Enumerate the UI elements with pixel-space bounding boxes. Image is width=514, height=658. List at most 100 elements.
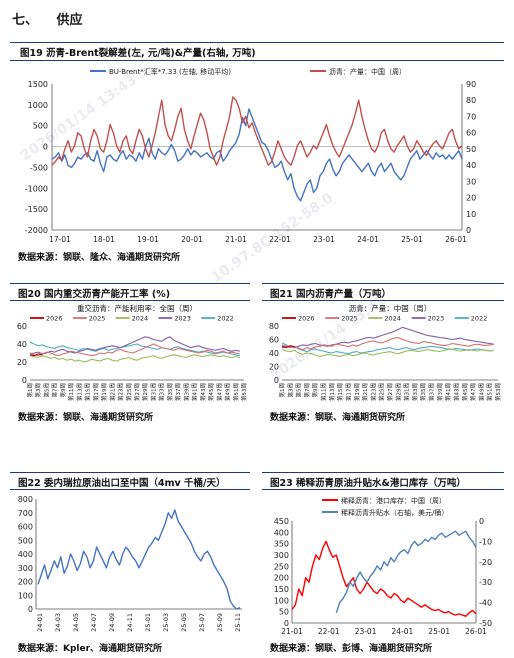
- y-tick-label: 20: [269, 363, 279, 372]
- y-tick-label: 200: [18, 578, 33, 587]
- y-tick-label-right: 80: [466, 96, 476, 105]
- x-tick-label: 第5周: [295, 383, 303, 398]
- x-tick-label: 第9周: [59, 383, 67, 398]
- figure-divider: [10, 300, 250, 301]
- x-tick-label: 24-05: [72, 613, 80, 632]
- x-tick-label: 18-01: [93, 235, 115, 244]
- x-tick-label: 24-03: [54, 613, 62, 632]
- x-tick-label: 第15周: [336, 383, 344, 401]
- y-tick-label: 20: [17, 358, 27, 367]
- y-tick-label-right: 50: [466, 145, 476, 154]
- x-tick-label: 19-01: [137, 235, 159, 244]
- x-tick-label: 第25周: [125, 383, 133, 401]
- x-tick-label: 21-01: [281, 627, 303, 636]
- figure-22-source: 数据来源：Kpler、海通期货研究所: [18, 644, 163, 654]
- y-tick-label: 800: [18, 495, 33, 504]
- x-tick-label: 第33周: [158, 383, 166, 401]
- figure-21-source: 数据来源：钢联、海通期货研究所: [270, 413, 406, 423]
- y-tick-label-right: 60: [466, 129, 476, 138]
- figure-divider: [10, 472, 250, 473]
- section-title: 七、 供应: [12, 9, 83, 28]
- x-tick-label: 25-01: [144, 613, 152, 632]
- x-tick-label: 第37周: [428, 383, 436, 401]
- series-line: [29, 353, 43, 357]
- figure-19-title: 图19 沥青-Brent裂解差(左, 元/吨)&产量(右轴, 万吨): [20, 48, 256, 59]
- legend-entry: 2023: [428, 315, 445, 323]
- y-tick-label: 50: [279, 608, 289, 617]
- legend-entry: 2023: [174, 315, 191, 323]
- x-tick-label: 25-01: [428, 627, 450, 636]
- y-tick-label: 300: [18, 564, 33, 573]
- figure-20-source: 数据来源：钢联、海通期货研究所: [18, 413, 154, 423]
- series-line: [335, 530, 477, 614]
- series-line: [29, 336, 241, 355]
- y-tick-label: 1500: [28, 80, 48, 89]
- x-tick-label: 第25周: [378, 383, 386, 401]
- legend-entry: 2025: [341, 315, 358, 323]
- y-tick-label-right: 10: [466, 210, 476, 219]
- x-tick-label: 第21周: [108, 383, 116, 401]
- x-tick-label: 24-07: [90, 613, 98, 632]
- y-tick-label-right: 0: [466, 226, 471, 235]
- x-tick-label: 第13周: [75, 383, 83, 401]
- x-tick-label: 第17周: [92, 383, 100, 401]
- x-tick-label: 第15周: [84, 383, 92, 401]
- x-tick-label: 第39周: [436, 383, 444, 401]
- legend-entry: BU-Brent*汇率*7.33 (左轴, 移动平均): [109, 67, 231, 76]
- section-number: 七、: [12, 13, 39, 28]
- series-line: [29, 343, 241, 357]
- y-tick-label-right: 40: [466, 161, 476, 170]
- y-tick-label: 40: [17, 340, 27, 349]
- legend-entry: 2026: [298, 315, 315, 323]
- y-tick-label-right: -40: [479, 599, 492, 608]
- x-tick-label: 第29周: [141, 383, 149, 401]
- x-tick-label: 第43周: [453, 383, 461, 401]
- x-tick-label: 第23周: [369, 383, 377, 401]
- figure-19-source: 数据来源：钢联、隆众、海通期货研究所: [18, 253, 181, 263]
- x-tick-label: 第17周: [345, 383, 353, 401]
- y-tick-label-right: 30: [466, 177, 476, 186]
- x-tick-label: 第41周: [191, 383, 199, 401]
- x-tick-label: 第23周: [117, 383, 125, 401]
- x-tick-label: 第49周: [224, 383, 232, 401]
- figure-21-chart: 沥青：产量：中国（周）806040200第1周 第3周 第5周 第7周 第9周 第11周第…: [269, 303, 502, 401]
- x-tick-label: 24-09: [108, 613, 116, 632]
- x-tick-label: 第31周: [150, 383, 158, 401]
- y-tick-label: 40: [269, 349, 279, 358]
- legend-entry: 2025: [89, 315, 106, 323]
- y-tick-label: -500: [30, 163, 48, 172]
- y-tick-label: -1000: [25, 184, 48, 193]
- x-tick-label: 第45周: [207, 383, 215, 401]
- legend-entry: 沥青：产量：中国（周）: [329, 67, 406, 76]
- y-tick-label: 100: [18, 591, 33, 600]
- x-tick-label: 第13周: [328, 383, 336, 401]
- x-tick-label: 第19周: [100, 383, 108, 401]
- y-tick-label: 150: [274, 585, 289, 594]
- y-tick-label: 0: [28, 605, 33, 614]
- series-line: [291, 540, 477, 617]
- x-tick-label: 22-01: [318, 627, 340, 636]
- y-tick-label: 500: [18, 536, 33, 545]
- y-tick-label: 500: [33, 122, 48, 131]
- chart-title: 重交沥青：产能利用率：全国（周）: [77, 303, 197, 313]
- chart-title: 沥青：产量：中国（周）: [349, 303, 432, 313]
- x-tick-label: 25-09: [216, 613, 224, 632]
- x-tick-label: 26-01: [445, 235, 467, 244]
- figure-divider: [262, 489, 504, 490]
- x-tick-label: 第47周: [215, 383, 223, 401]
- y-tick-label: 300: [274, 551, 289, 560]
- figure-divider: [262, 283, 504, 284]
- series-line: [281, 326, 494, 349]
- figure-divider: [262, 472, 504, 473]
- y-tick-label: 0: [274, 376, 279, 385]
- x-tick-label: 第51周: [232, 383, 240, 401]
- x-tick-label: 第1周: [26, 383, 34, 398]
- x-tick-label: 第27周: [386, 383, 394, 401]
- y-tick-label: 0: [22, 376, 27, 385]
- x-tick-label: 20-01: [181, 235, 203, 244]
- x-tick-label: 第31周: [403, 383, 411, 401]
- series-line: [281, 342, 494, 355]
- x-tick-label: 第35周: [419, 383, 427, 401]
- x-tick-label: 第7周: [303, 383, 311, 398]
- x-tick-label: 第43周: [199, 383, 207, 401]
